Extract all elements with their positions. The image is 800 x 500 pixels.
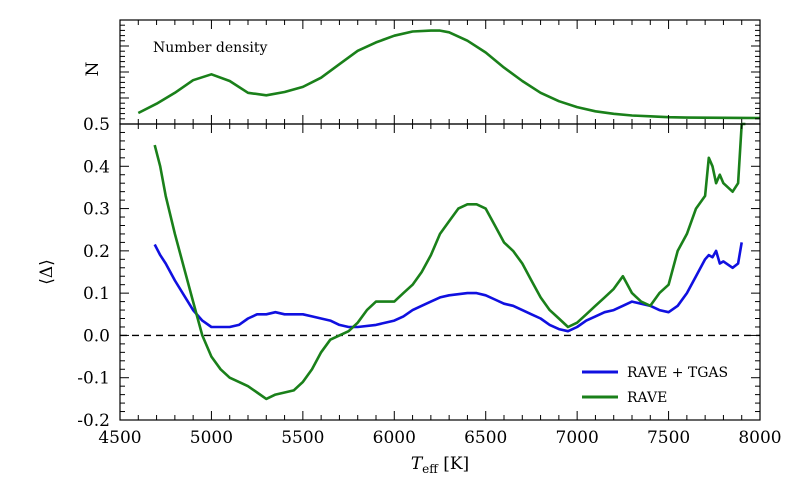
y-tick-label: 0.2	[83, 242, 110, 262]
bottom-plot-frame	[119, 123, 761, 421]
top-ticks	[119, 20, 761, 124]
top-y-axis-label: N	[83, 61, 103, 76]
y-tick-label: -0.1	[77, 369, 110, 389]
svg-text:Teff [K]: Teff [K]	[411, 454, 469, 476]
bottom-series-group	[153, 122, 746, 401]
y-tick-label: 0.3	[83, 200, 110, 220]
x-tick-label: 5000	[190, 428, 233, 448]
legend-label-rave-tgas: RAVE + TGAS	[627, 365, 728, 381]
x-axis-label: Teff [K]	[411, 454, 469, 476]
x-axis-label-T: T	[411, 454, 424, 474]
y-tick-labels: -0.2 -0.1 0.0 0.1 0.2 0.3 0.4 0.5	[77, 115, 110, 431]
series-line-rave-tgas	[153, 242, 743, 333]
x-tick-label: 8000	[738, 428, 781, 448]
y-tick-label: -0.2	[77, 411, 110, 431]
bottom-ticks	[119, 123, 761, 421]
x-tick-label: 6500	[464, 428, 507, 448]
y-tick-label: 0.4	[83, 157, 110, 177]
series-line-rave	[153, 122, 746, 401]
bottom-panel: -0.2 -0.1 0.0 0.1 0.2 0.3 0.4 0.5 4500 5000 5500 6…	[37, 115, 782, 476]
y-axis-label: ⟨Δ⟩	[37, 259, 57, 285]
x-tick-label: 4500	[98, 428, 141, 448]
x-tick-label: 6000	[373, 428, 416, 448]
top-plot-frame	[119, 19, 761, 125]
top-series-line-rave	[137, 29, 761, 120]
top-panel: Number density N	[83, 19, 761, 125]
top-series-group	[137, 29, 761, 120]
y-tick-label: 0.1	[83, 284, 110, 304]
top-annotation: Number density	[153, 40, 267, 56]
x-tick-labels: 4500 5000 5500 6000 6500 7000 7500 8000	[98, 428, 781, 448]
y-tick-label: 0.0	[83, 326, 110, 346]
legend: RAVE + TGAS RAVE	[582, 365, 728, 406]
x-tick-label: 7000	[556, 428, 599, 448]
x-axis-label-unit: [K]	[438, 454, 469, 474]
y-tick-label: 0.5	[83, 115, 110, 135]
x-axis-label-sub: eff	[422, 462, 439, 476]
legend-label-rave: RAVE	[627, 390, 667, 406]
x-tick-label: 7500	[647, 428, 690, 448]
x-tick-label: 5500	[281, 428, 324, 448]
